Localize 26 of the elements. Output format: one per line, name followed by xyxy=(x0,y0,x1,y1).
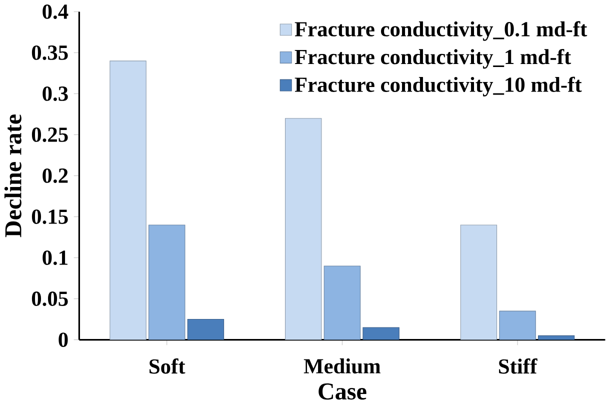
x-tick-label: Stiff xyxy=(499,358,538,374)
bar xyxy=(285,118,322,340)
bar xyxy=(499,310,536,340)
bar xyxy=(148,224,186,340)
y-axis-title: Decline rate xyxy=(4,114,22,238)
y-tick-label: 0 xyxy=(58,332,68,347)
bar xyxy=(324,266,361,340)
bar xyxy=(187,318,224,340)
bar xyxy=(460,224,498,340)
y-tick-label: 0.1 xyxy=(42,250,68,265)
bar xyxy=(110,60,146,340)
x-tick-label: Soft xyxy=(150,358,186,374)
legend-label: Fracture conductivity_10 md-ft xyxy=(294,76,582,96)
bar xyxy=(362,327,400,340)
y-tick-label: 0.4 xyxy=(42,4,68,19)
bar xyxy=(538,335,575,340)
legend-label: Fracture conductivity_1 md-ft xyxy=(294,48,572,69)
x-tick-label: Medium xyxy=(304,358,380,374)
y-tick-label: 0.3 xyxy=(42,86,68,101)
legend-label: Fracture conductivity_0.1 md-ft xyxy=(294,21,588,41)
y-tick-label: 0.2 xyxy=(42,168,68,183)
y-tick-label: 0.25 xyxy=(32,127,68,142)
y-tick-label: 0.35 xyxy=(32,45,68,60)
y-tick-label: 0.15 xyxy=(32,209,68,224)
y-tick-label: 0.05 xyxy=(32,291,68,306)
x-axis-title: Case xyxy=(318,383,366,400)
